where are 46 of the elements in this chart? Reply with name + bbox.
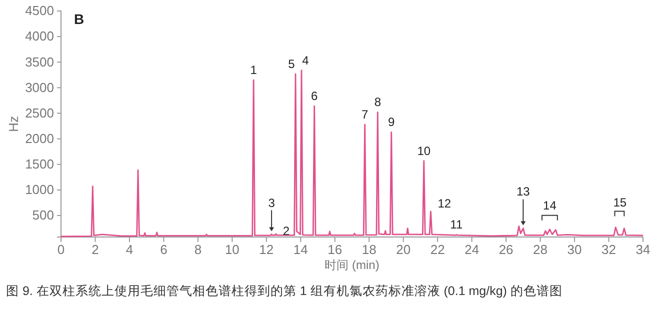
x-axis-title: 时间 (min): [324, 258, 380, 272]
x-tick-label: 8: [194, 242, 202, 258]
annotation: 1: [250, 63, 258, 78]
y-tick-label: 3000: [25, 80, 54, 95]
x-tick-label: 14: [293, 242, 308, 258]
x-tick-label: 24: [464, 242, 480, 258]
x-tick-label: 32: [602, 242, 616, 258]
annotation: 9: [388, 115, 396, 130]
annotation: 10: [417, 144, 431, 158]
annotation: 4: [302, 53, 310, 68]
annotation: 5: [288, 56, 296, 71]
x-tick-label: 2: [92, 242, 99, 258]
annotation: 15: [613, 195, 627, 210]
y-tick-label: 4000: [25, 28, 54, 44]
x-tick-label: 20: [396, 242, 411, 258]
annotation: 3: [268, 196, 276, 210]
annotation: 6: [310, 89, 318, 104]
annotation: 7: [361, 108, 368, 122]
x-tick-label: 18: [362, 242, 376, 258]
annotation: 11: [450, 218, 463, 232]
x-tick-label: 30: [567, 242, 582, 258]
y-tick-label: 1500: [25, 156, 54, 172]
annotation: 12: [438, 196, 452, 210]
chart-title: B: [74, 11, 84, 27]
annotation: 8: [374, 95, 382, 110]
x-tick-label: 26: [498, 242, 514, 258]
y-tick-label: 4500: [25, 3, 54, 18]
x-tick-label: 12: [259, 242, 274, 258]
x-tick-label: 16: [328, 242, 342, 258]
annotation: 2: [282, 224, 290, 238]
x-tick-label: 10: [224, 242, 240, 258]
y-tick-label: 2000: [25, 130, 54, 146]
annotation: 14: [543, 198, 557, 212]
caption: 图 9. 在双柱系统上使用毛细管气相色谱柱得到的第 1 组有机氯农药标准溶液 (0.1 mg/kg) 的色谱图: [6, 283, 562, 298]
y-axis-title: Hz: [6, 116, 21, 132]
x-tick-label: 28: [533, 242, 548, 258]
x-tick-label: 0: [57, 242, 65, 258]
y-tick-label: 2500: [25, 105, 54, 120]
y-tick-label: 3500: [25, 54, 54, 70]
annotation: 13: [516, 184, 530, 198]
x-tick-label: 22: [430, 242, 445, 258]
y-tick-label: 500: [32, 208, 54, 223]
x-tick-label: 34: [636, 242, 650, 258]
y-tick-label: 1000: [25, 182, 54, 198]
x-tick-label: 4: [126, 242, 134, 258]
x-tick-label: 6: [160, 242, 168, 258]
